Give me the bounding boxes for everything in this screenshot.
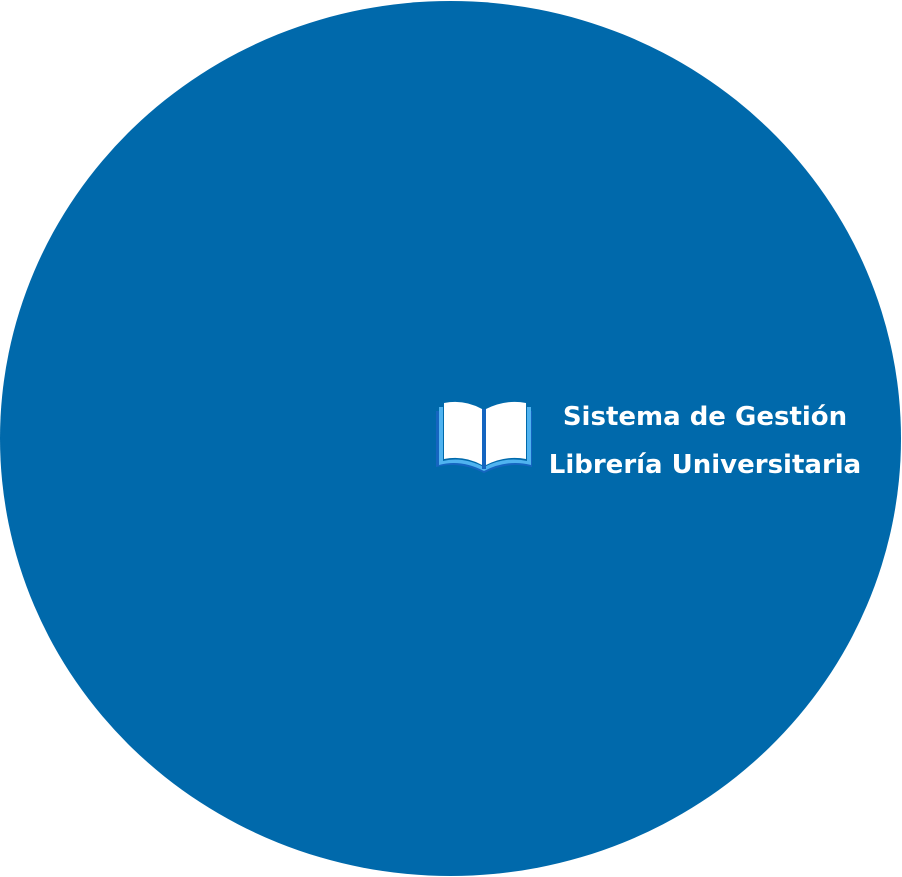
open-book-icon	[434, 399, 536, 477]
app-title-line-2: Librería Universitaria	[548, 450, 862, 480]
app-title-line-1: Sistema de Gestión	[562, 402, 848, 432]
app-title: Sistema de Gestión Librería Universitari…	[536, 393, 874, 489]
